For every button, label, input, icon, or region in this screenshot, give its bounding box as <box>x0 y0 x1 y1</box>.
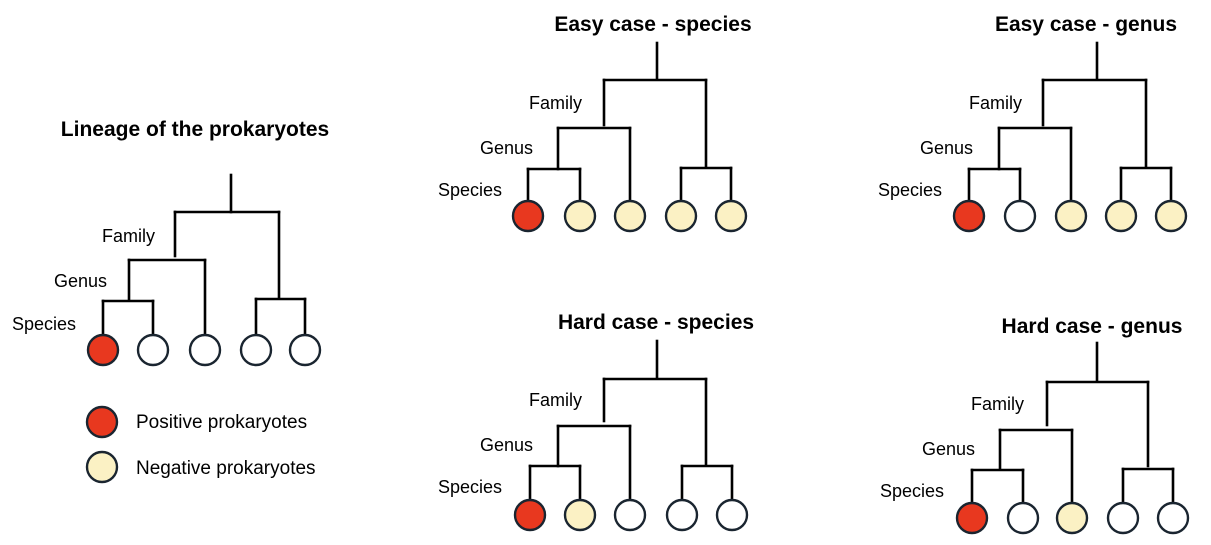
leaf-nodes <box>511 199 748 233</box>
leaf-node <box>136 333 170 367</box>
leaf-node <box>955 501 989 535</box>
leaf-node <box>613 199 647 233</box>
leaf-node <box>1003 199 1037 233</box>
tree-edges <box>970 341 1175 504</box>
genus-label: Genus <box>920 138 973 158</box>
legend-positive-label: Positive prokaryotes <box>136 412 307 433</box>
species-label: Species <box>878 180 942 200</box>
leaf-node <box>511 199 545 233</box>
leaf-node <box>188 333 222 367</box>
family-label: Family <box>529 390 582 410</box>
leaf-node <box>86 333 120 367</box>
leaf-node <box>513 498 547 532</box>
tree-title: Lineage of the prokaryotes <box>61 118 329 141</box>
species-label: Species <box>880 481 944 501</box>
leaf-node <box>1054 199 1088 233</box>
species-label: Species <box>438 180 502 200</box>
leaf-nodes <box>513 498 749 532</box>
leaf-node <box>952 199 986 233</box>
tree-hard-species: Hard case - species Family Genus Species <box>438 311 754 532</box>
tree-easy-species: Easy case - species Family Genus Species <box>438 13 752 233</box>
family-label: Family <box>969 93 1022 113</box>
leaf-node <box>665 498 699 532</box>
genus-label: Genus <box>480 138 533 158</box>
legend-negative-swatch <box>85 450 119 484</box>
leaf-node <box>563 498 597 532</box>
species-label: Species <box>12 314 76 334</box>
family-label: Family <box>529 93 582 113</box>
legend-negative-label: Negative prokaryotes <box>136 458 316 479</box>
tree-hard-genus: Hard case - genus Family Genus Species <box>880 315 1190 535</box>
tree-edges <box>528 339 734 501</box>
tree-edges <box>526 41 733 202</box>
leaf-node <box>715 498 749 532</box>
leaf-node <box>1106 501 1140 535</box>
leaf-node <box>714 199 748 233</box>
genus-label: Genus <box>922 439 975 459</box>
leaf-nodes <box>86 333 322 367</box>
leaf-nodes <box>952 199 1188 233</box>
tree-lineage: Lineage of the prokaryotes Family Genus … <box>12 118 329 367</box>
leaf-node <box>1156 501 1190 535</box>
legend: Positive prokaryotes Negative prokaryote… <box>85 405 316 484</box>
legend-positive-swatch <box>85 405 119 439</box>
leaf-node <box>1104 199 1138 233</box>
tree-title: Easy case - genus <box>995 13 1177 36</box>
tree-edges <box>101 173 307 336</box>
leaf-node <box>1006 501 1040 535</box>
leaf-node <box>239 333 273 367</box>
leaf-node <box>563 199 597 233</box>
leaf-node <box>288 333 322 367</box>
tree-easy-genus: Easy case - genus Family Genus Species <box>878 13 1188 233</box>
tree-edges <box>967 41 1173 202</box>
leaf-node <box>1055 501 1089 535</box>
genus-label: Genus <box>54 271 107 291</box>
genus-label: Genus <box>480 435 533 455</box>
tree-title: Hard case - species <box>558 311 754 334</box>
leaf-node <box>613 498 647 532</box>
family-label: Family <box>971 394 1024 414</box>
tree-title: Easy case - species <box>554 13 751 36</box>
species-label: Species <box>438 477 502 497</box>
tree-title: Hard case - genus <box>1002 315 1183 338</box>
leaf-nodes <box>955 501 1190 535</box>
family-label: Family <box>102 226 155 246</box>
leaf-node <box>1154 199 1188 233</box>
leaf-node <box>664 199 698 233</box>
